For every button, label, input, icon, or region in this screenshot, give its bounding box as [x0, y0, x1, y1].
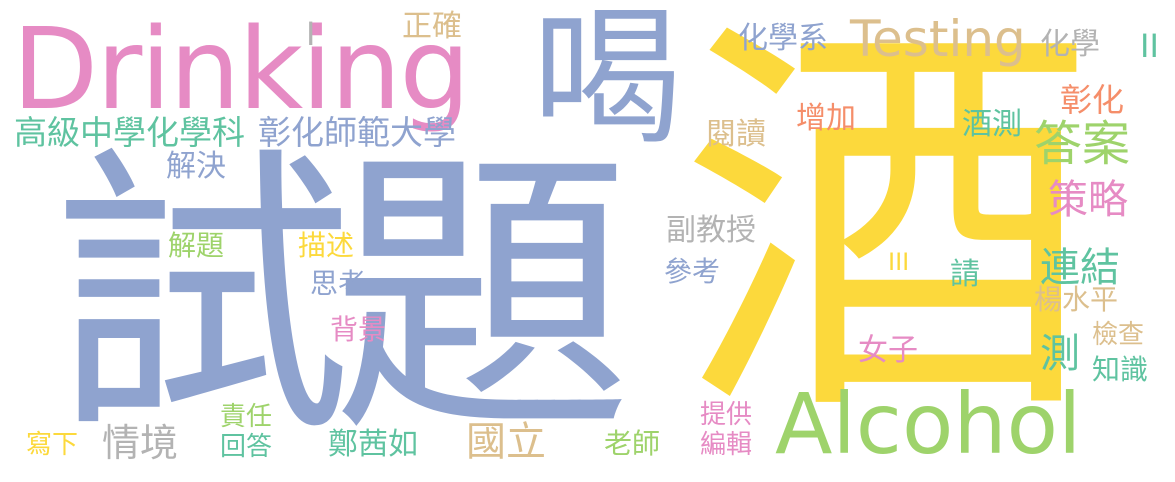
word-zhengxiru: 鄭茜如	[328, 427, 418, 462]
word-shiti: 試題	[52, 123, 632, 472]
word-qing: 請	[950, 257, 980, 292]
word-miaoshu: 描述	[298, 229, 355, 262]
word-huaxue: 化學	[1040, 27, 1100, 62]
word-beijing: 背景	[330, 313, 387, 346]
word-jiancha: 檢查	[1092, 320, 1145, 350]
word-huaxuexi: 化學系	[738, 21, 828, 56]
word-roman-iii: III	[888, 248, 910, 276]
word-lianjie: 連結	[1040, 245, 1120, 291]
word-bianji: 編輯	[700, 430, 753, 460]
word-drinking: Drinking	[12, 5, 470, 135]
word-xiexia: 寫下	[26, 430, 79, 460]
word-gaoji: 高級中學化學科	[14, 113, 245, 152]
word-ce: 測	[1040, 331, 1080, 377]
word-qingjing: 情境	[102, 421, 179, 465]
word-celue: 策略	[1048, 177, 1128, 223]
word-laoshi: 老師	[604, 427, 661, 460]
word-cankao: 參考	[664, 255, 721, 288]
word-he: 喝	[532, 0, 683, 166]
word-jiejue: 解決	[166, 149, 226, 184]
word-sikao: 思考	[310, 267, 367, 300]
word-roman-i: I	[306, 15, 316, 53]
word-roman-ii: II	[1140, 27, 1159, 65]
word-jiu: 酒	[680, 0, 1095, 467]
word-daan: 答案	[1034, 116, 1131, 172]
word-jieti: 解題	[168, 229, 225, 262]
word-tigong: 提供	[700, 400, 753, 430]
word-yangshuiping: 楊水平	[1034, 283, 1119, 316]
word-fujiaoshou: 副教授	[666, 213, 756, 248]
word-jiuce: 酒測	[962, 107, 1022, 142]
word-zhanghua-shifan: 彰化師範大學	[258, 113, 456, 152]
word-zengjia: 增加	[796, 101, 856, 136]
word-testing: Testing	[850, 10, 1026, 68]
word-alcohol: Alcohol	[775, 375, 1082, 473]
word-yuedu: 閱讀	[706, 117, 766, 152]
word-guoli: 國立	[466, 419, 546, 465]
word-zeren: 責任	[220, 402, 273, 432]
word-zhishi: 知識	[1092, 353, 1149, 386]
word-nvzi: 女子	[858, 333, 918, 368]
word-huida: 回答	[220, 432, 273, 462]
word-zhanghua: 彰化	[1060, 81, 1125, 119]
word-zhengque: 正確	[402, 9, 462, 44]
